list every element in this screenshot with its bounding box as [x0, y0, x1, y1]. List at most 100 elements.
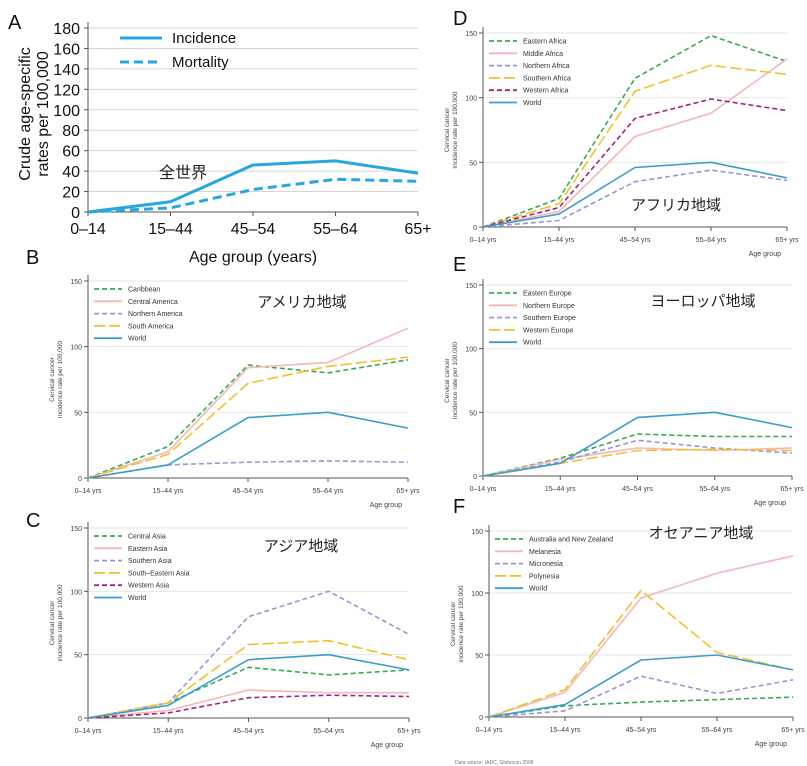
legend: Eastern Africa Middle Africa Northern Afri… — [489, 39, 571, 107]
series-line-northern-america — [87, 460, 409, 479]
x-tick-label: 65+ yrs — [396, 488, 420, 495]
legend-label: Caribbean — [128, 287, 160, 294]
x-tick-label: 45–54 yrs — [233, 488, 264, 495]
series-line-western-asia — [87, 694, 410, 719]
chart-title: アメリカ地域 — [257, 293, 346, 311]
legend-label: Polynesia — [529, 573, 559, 580]
panel-letter: C — [26, 510, 40, 532]
x-axis-label: Age group — [370, 502, 402, 509]
legend-label: World — [523, 340, 541, 347]
y-tick-label: 120 — [53, 82, 80, 99]
legend-label: Central Asia — [128, 534, 166, 541]
y-tick-label: 180 — [53, 21, 80, 38]
series-line-middle-africa — [482, 58, 788, 228]
y-tick-label: 100 — [471, 591, 483, 598]
legend-label: South–Eastern Asia — [128, 570, 190, 577]
series-line-southern-asia — [87, 590, 410, 719]
y-tick-label: 0 — [78, 476, 82, 483]
legend-label: Incidence — [172, 30, 236, 47]
panel-letter: D — [453, 8, 467, 30]
series-line-south-america — [87, 356, 409, 479]
series-line-polynesia — [488, 589, 794, 718]
series-line-central-asia — [87, 666, 410, 719]
x-tick-label: 15–44 — [148, 221, 193, 238]
x-tick-label: 55–64 yrs — [702, 727, 733, 734]
legend: Incidence Mortality — [120, 30, 236, 71]
series-line-melanesia — [488, 555, 794, 718]
x-tick-label: 0–14 yrs — [75, 728, 102, 735]
y-axis-label: Crude age-specificrates per 100,000 — [17, 47, 52, 180]
chart-panel-b: B 0 50 100 150 0–14 yrs 15–44 yrs 45–54 yrs 55–6… — [26, 247, 420, 509]
chart-panel-f: F 0 50 100 150 0–14 yrs 15–44 yrs 45–54 yrs 55–6… — [450, 496, 805, 748]
series-line-southern-europe — [482, 439, 793, 477]
y-tick-label: 140 — [53, 62, 80, 79]
x-tick-label: 55–64 yrs — [313, 488, 344, 495]
series-line-eastern-africa — [482, 34, 788, 228]
x-tick-label: 0–14 yrs — [470, 486, 497, 493]
x-tick-label: 45–54 yrs — [626, 727, 657, 734]
chart-title: アジア地域 — [264, 537, 338, 555]
legend-label: Eastern Asia — [128, 546, 167, 553]
legend: Eastern Europe Northern Europe Southern Eu… — [489, 291, 576, 347]
y-tick-label: 0 — [78, 716, 82, 723]
y-tick-label: 50 — [469, 160, 477, 167]
y-tick-label: 150 — [70, 526, 82, 533]
chart-title: 全世界 — [159, 163, 207, 182]
y-tick-label: 150 — [465, 31, 477, 38]
legend-label: Micronesia — [529, 561, 563, 568]
legend-label: Southern Europe — [523, 315, 576, 322]
x-tick-label: 65+ yrs — [775, 237, 799, 244]
chart-title: ヨーロッパ地域 — [650, 292, 755, 310]
x-tick-label: 15–44 yrs — [550, 727, 581, 734]
y-tick-label: 100 — [53, 103, 80, 120]
y-tick-label: 150 — [471, 529, 483, 536]
y-axis-label: Cervical cancerincidence rate per 100,00… — [450, 585, 465, 662]
y-tick-label: 100 — [70, 589, 82, 596]
x-tick-label: 65+ yrs — [397, 728, 421, 735]
legend-label: Middle Africa — [523, 51, 563, 58]
legend: Australia and New Zealand Melanesia Micron… — [495, 537, 613, 593]
y-tick-label: 80 — [62, 123, 80, 140]
y-tick-label: 50 — [74, 653, 82, 660]
legend-label: Western Africa — [523, 88, 568, 95]
chart-panel-e: E 0 50 100 150 0–14 yrs 15–44 yrs 45–54 yrs 55–6… — [444, 254, 804, 507]
legend: Caribbean Central America Northern America… — [94, 287, 183, 343]
x-tick-label: 45–54 yrs — [620, 237, 651, 244]
source-note: Data source: IARC, Globocan 2008 — [455, 760, 534, 766]
y-tick-label: 0 — [479, 715, 483, 722]
legend-label: Southern Asia — [128, 558, 172, 565]
legend-label: Southern Africa — [523, 75, 571, 82]
series-line-world — [488, 654, 794, 718]
y-tick-label: 100 — [465, 347, 477, 354]
legend-label: Mortality — [172, 54, 229, 71]
legend: Central Asia Eastern Asia Southern Asia Sou… — [94, 534, 190, 602]
legend-label: World — [128, 336, 146, 343]
legend-label: Northern Europe — [523, 303, 575, 310]
series-line-northern-africa — [482, 169, 788, 228]
chart-title: アフリカ地域 — [631, 196, 721, 214]
series-line-northern-europe — [482, 447, 793, 477]
y-tick-label: 0 — [473, 474, 477, 481]
x-tick-label: 15–44 yrs — [153, 728, 184, 735]
panel-letter: B — [26, 247, 39, 269]
y-tick-label: 100 — [465, 96, 477, 103]
y-tick-label: 0 — [473, 225, 477, 232]
x-tick-label: 45–54 — [231, 221, 276, 238]
y-tick-label: 100 — [70, 345, 82, 352]
y-tick-label: 20 — [62, 185, 80, 202]
panel-letter: E — [453, 254, 466, 276]
y-tick-label: 0 — [71, 205, 80, 222]
series-line-central-america — [87, 327, 409, 479]
x-axis-label: Age group — [754, 500, 786, 507]
x-tick-label: 45–54 yrs — [622, 486, 653, 493]
series-line-incidence — [87, 159, 419, 214]
x-tick-label: 55–64 yrs — [313, 728, 344, 735]
y-tick-label: 50 — [475, 653, 483, 660]
series-line-micronesia — [488, 675, 794, 718]
legend-label: Northern Africa — [523, 63, 570, 70]
x-tick-label: 0–14 yrs — [75, 488, 102, 495]
legend-label: Eastern Europe — [523, 291, 572, 298]
series-line-world — [482, 411, 793, 477]
x-axis-label: Age group (years) — [189, 249, 317, 266]
x-tick-label: 55–64 — [313, 221, 358, 238]
